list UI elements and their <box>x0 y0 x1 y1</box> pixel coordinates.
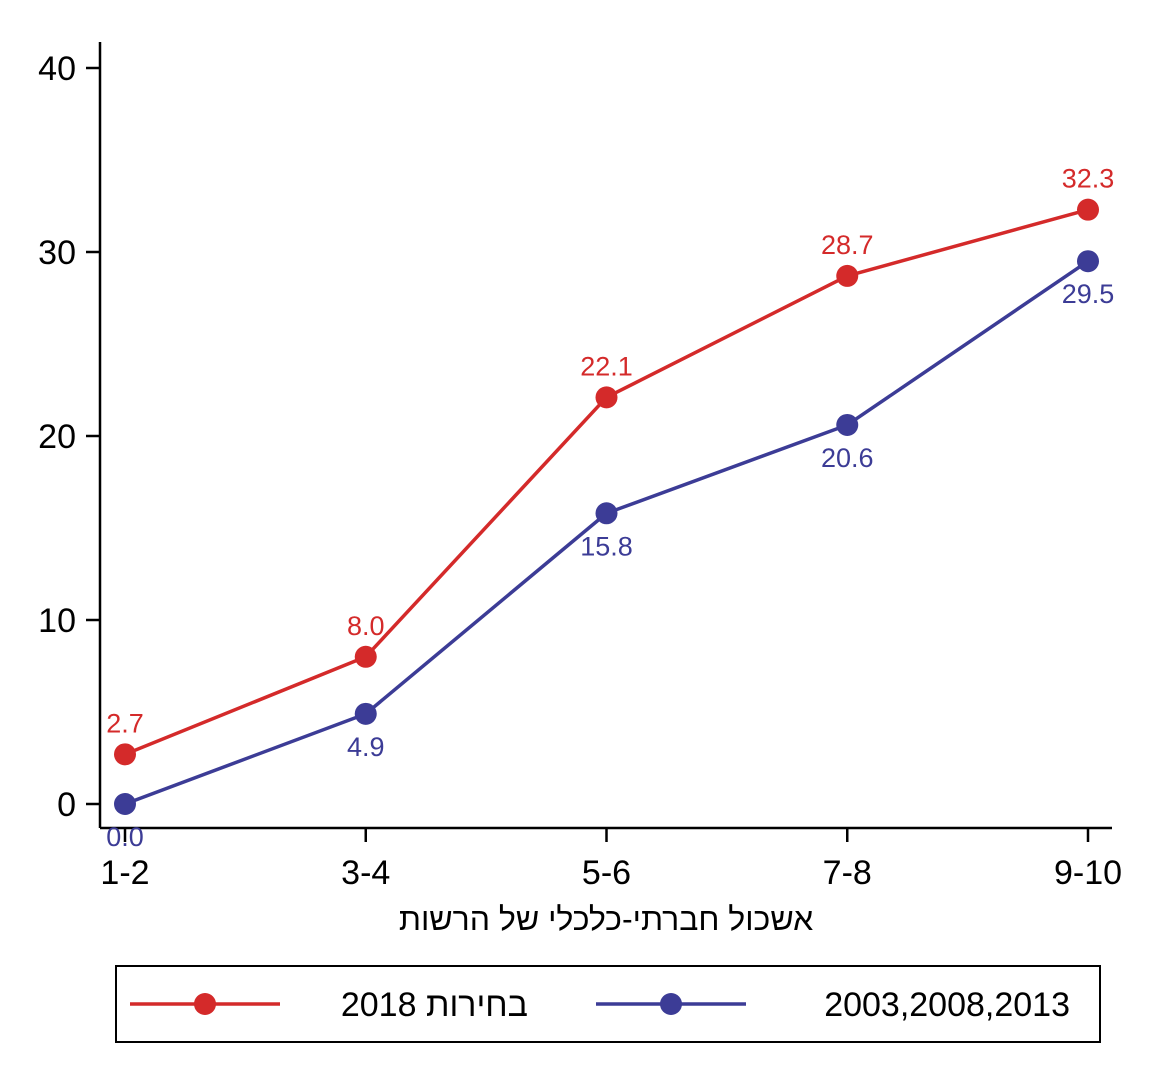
data-label: 4.9 <box>347 732 385 762</box>
x-axis-ticks: 1-2 3-4 5-6 7-8 9-10 <box>100 828 1122 892</box>
x-tick-label: 7-8 <box>823 854 872 892</box>
data-point <box>836 264 859 287</box>
x-tick-label: 5-6 <box>582 854 631 892</box>
x-tick-label: 1-2 <box>100 854 149 892</box>
data-label: 15.8 <box>580 531 633 561</box>
data-point <box>595 386 618 409</box>
x-tick-label: 9-10 <box>1054 854 1122 892</box>
y-axis-ticks: 0 10 20 30 40 <box>38 50 100 824</box>
data-label: 8.0 <box>347 611 385 641</box>
x-axis-title: אשכול חברתי-כלכלי של הרשות <box>399 901 813 937</box>
legend-marker <box>660 993 682 1015</box>
data-point <box>114 793 136 815</box>
y-tick-label: 10 <box>38 602 76 640</box>
series-layer: 2.7 8.0 22.1 28.7 32.3 0.0 4.9 15.8 20.6 29.5 <box>106 164 1114 852</box>
data-point <box>354 645 377 668</box>
legend-label: 2003,2008,2013 <box>824 986 1070 1024</box>
legend-entry-2: 2003,2008,2013 <box>596 986 1070 1024</box>
y-tick-label: 20 <box>38 418 76 456</box>
data-point <box>354 702 377 725</box>
series-line <box>124 207 1089 756</box>
series-2: 0.0 4.9 15.8 20.6 29.5 <box>106 250 1114 852</box>
data-label: 0.0 <box>106 822 144 852</box>
data-point <box>595 502 618 525</box>
data-point <box>836 413 859 436</box>
data-label: 20.6 <box>821 443 874 473</box>
y-tick-label: 30 <box>38 234 76 272</box>
y-tick-label: 0 <box>57 786 76 824</box>
legend-marker <box>194 993 216 1015</box>
data-point <box>1077 250 1099 273</box>
legend-entry-1: 2018 בחירות <box>130 986 528 1024</box>
data-point <box>1077 198 1099 221</box>
data-label: 28.7 <box>821 230 874 260</box>
x-tick-label: 3-4 <box>341 854 390 892</box>
data-label: 29.5 <box>1062 279 1115 309</box>
data-label: 22.1 <box>580 351 633 381</box>
data-point <box>114 743 136 766</box>
axes: 0 10 20 30 40 1-2 3-4 5-6 7-8 9-10 אשכול חברתי-כ… <box>38 42 1122 937</box>
data-label: 2.7 <box>106 708 144 738</box>
legend-label: 2018 בחירות <box>341 986 528 1024</box>
legend: 2018 בחירות 2003,2008,2013 <box>115 965 1101 1043</box>
y-tick-label: 40 <box>38 50 76 88</box>
series-1: 2.7 8.0 22.1 28.7 32.3 <box>106 164 1114 766</box>
data-label: 32.3 <box>1062 164 1115 194</box>
